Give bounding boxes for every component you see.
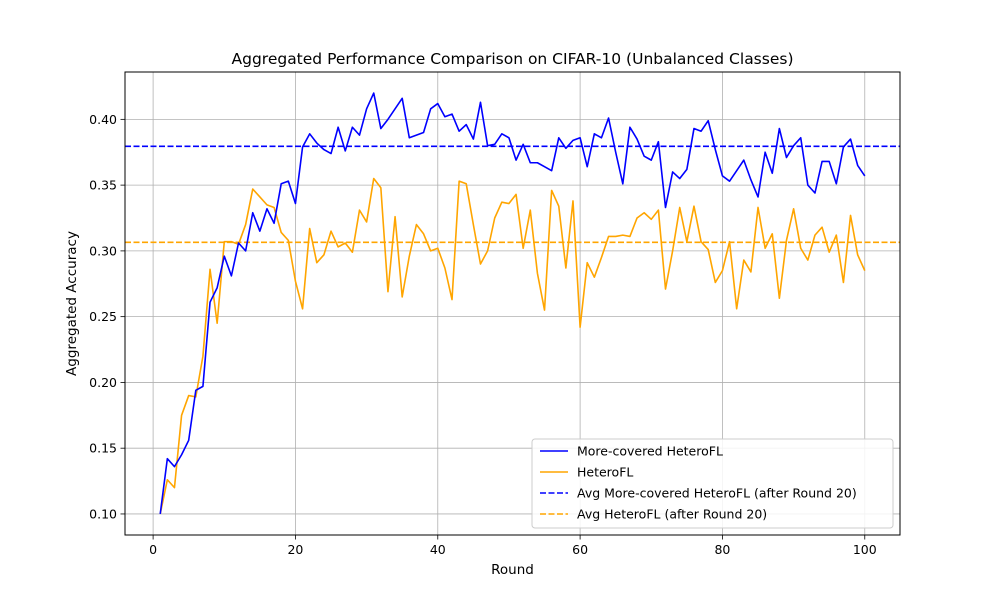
legend-box (531, 438, 894, 529)
x-tick-label: 20 (287, 542, 303, 557)
series-line-1 (159, 177, 866, 515)
legend-label: Avg More-covered HeteroFL (after Round 2… (577, 486, 857, 501)
y-tick-label: 0.15 (89, 441, 117, 456)
series-line-0 (159, 92, 866, 515)
y-tick-label: 0.20 (89, 375, 117, 390)
y-axis-ticks: 0.10 0.15 0.20 0.25 0.30 0.35 0.40 (89, 112, 125, 521)
y-tick-label: 0.25 (89, 309, 117, 324)
x-tick-label: 100 (853, 542, 877, 557)
y-tick-label: 0.30 (89, 243, 117, 258)
chart-title: Aggregated Performance Comparison on CIF… (232, 50, 794, 68)
legend-label: More-covered HeteroFL (577, 444, 723, 459)
x-axis-label: Round (491, 562, 534, 578)
x-tick-label: 0 (149, 542, 157, 557)
plot-frame (124, 71, 901, 536)
y-tick-label: 0.10 (89, 506, 117, 521)
y-tick-label: 0.35 (89, 178, 117, 193)
legend-label: Avg HeteroFL (after Round 20) (577, 507, 767, 522)
legend: More-covered HeteroFL HeteroFL Avg More-co… (531, 438, 894, 529)
x-tick-label: 40 (430, 542, 446, 557)
y-axis-label: Aggregated Accuracy (64, 231, 80, 376)
series-lines (159, 92, 866, 515)
legend-label: HeteroFL (577, 465, 633, 480)
x-tick-label: 80 (714, 542, 730, 557)
x-axis-ticks: 0 20 40 60 80 100 (149, 535, 877, 557)
x-tick-label: 60 (572, 542, 588, 557)
y-tick-label: 0.40 (89, 112, 117, 127)
